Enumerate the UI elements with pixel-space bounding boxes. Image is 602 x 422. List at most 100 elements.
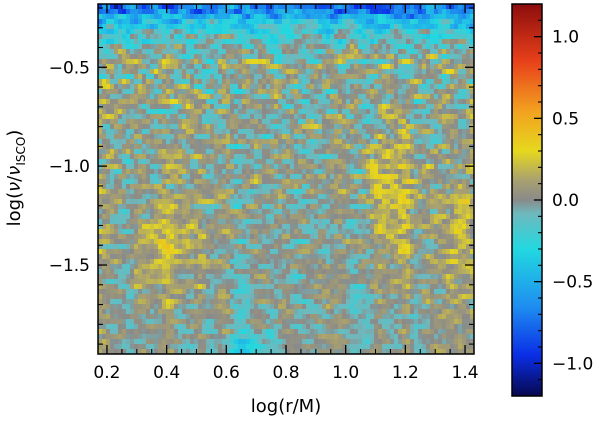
heatmap-cell (438, 134, 443, 140)
heatmap-cell (454, 79, 459, 85)
heatmap-cell (310, 194, 315, 200)
heatmap-cell (414, 134, 419, 140)
heatmap-cell (406, 14, 411, 20)
heatmap-cell (242, 29, 247, 35)
heatmap-cell (126, 34, 131, 40)
heatmap-cell (442, 249, 447, 255)
heatmap-cell (282, 69, 287, 75)
heatmap-cell (342, 99, 347, 105)
heatmap-cell (238, 114, 243, 120)
heatmap-cell (206, 264, 211, 270)
heatmap-cell (142, 4, 147, 10)
heatmap-cell (98, 9, 103, 15)
heatmap-cell (414, 34, 419, 40)
heatmap-cell (338, 174, 343, 180)
heatmap-cell (154, 104, 159, 110)
heatmap-cell (246, 179, 251, 185)
heatmap-cell (406, 49, 411, 55)
heatmap-cell (246, 109, 251, 115)
heatmap-cell (166, 9, 171, 15)
heatmap-cell (238, 194, 243, 200)
heatmap-cell (286, 4, 291, 10)
heatmap-cell (294, 209, 299, 215)
heatmap-cell (466, 14, 471, 20)
heatmap-cell (146, 49, 151, 55)
heatmap-cell (418, 64, 423, 70)
heatmap-cell (314, 144, 319, 150)
heatmap-cell (110, 49, 115, 55)
heatmap-cell (206, 34, 211, 40)
heatmap-cell (230, 199, 235, 205)
heatmap-cell (390, 104, 395, 110)
heatmap-cell (342, 19, 347, 25)
heatmap-cell (190, 264, 195, 270)
heatmap-cell (262, 149, 267, 155)
heatmap-cell (122, 74, 127, 80)
heatmap-cell (330, 249, 335, 255)
heatmap-cell (390, 34, 395, 40)
heatmap-cell (458, 124, 463, 130)
heatmap-cell (118, 49, 123, 55)
heatmap-cell (426, 139, 431, 145)
heatmap-cell (102, 119, 107, 125)
heatmap-cell (166, 129, 171, 135)
heatmap-cell (218, 24, 223, 30)
heatmap-cell (442, 204, 447, 210)
heatmap-cell (262, 249, 267, 255)
heatmap-cell (170, 119, 175, 125)
heatmap-cell (294, 249, 299, 255)
heatmap-cell (262, 159, 267, 165)
heatmap-cell (162, 234, 167, 240)
heatmap-cell (286, 254, 291, 260)
heatmap-cell (146, 154, 151, 160)
heatmap-cell (222, 34, 227, 40)
heatmap-cell (214, 119, 219, 125)
heatmap-cell (398, 174, 403, 180)
heatmap-cell (134, 144, 139, 150)
heatmap-cell (430, 259, 435, 265)
heatmap-cell (206, 209, 211, 215)
heatmap-cell (450, 134, 455, 140)
heatmap-cell (314, 134, 319, 140)
heatmap-cell (262, 129, 267, 135)
heatmap-cell (382, 99, 387, 105)
heatmap-cell (342, 184, 347, 190)
heatmap-cell (238, 164, 243, 170)
heatmap-cell (410, 79, 415, 85)
heatmap-cell (470, 99, 474, 105)
heatmap-cell (470, 179, 474, 185)
heatmap-cell (294, 234, 299, 240)
heatmap-cell (122, 204, 127, 210)
heatmap-cell (366, 9, 371, 15)
heatmap-cell (266, 144, 271, 150)
heatmap-cell (278, 229, 283, 235)
heatmap-cell (194, 239, 199, 245)
heatmap-cell (430, 4, 435, 10)
heatmap-cell (250, 199, 255, 205)
heatmap-cell (214, 19, 219, 25)
heatmap-cell (390, 174, 395, 180)
heatmap-cell (406, 259, 411, 265)
heatmap-cell (146, 44, 151, 50)
heatmap-cell (358, 189, 363, 195)
heatmap-cell (242, 259, 247, 265)
heatmap-cell (366, 94, 371, 100)
heatmap-cell (318, 89, 323, 95)
heatmap-cell (166, 234, 171, 240)
heatmap-cell (138, 84, 143, 90)
heatmap-cell (102, 99, 107, 105)
heatmap-cell (142, 64, 147, 70)
heatmap-cell (150, 114, 155, 120)
heatmap-cell (250, 19, 255, 25)
heatmap-cell (362, 179, 367, 185)
heatmap-cell (202, 39, 207, 45)
heatmap-cell (258, 254, 263, 260)
heatmap-cell (330, 49, 335, 55)
heatmap-cell (178, 89, 183, 95)
heatmap-cell (110, 9, 115, 15)
heatmap-cell (326, 209, 331, 215)
heatmap-cell (262, 244, 267, 250)
heatmap-cell (358, 139, 363, 145)
heatmap-cell (102, 94, 107, 100)
heatmap-cell (370, 129, 375, 135)
